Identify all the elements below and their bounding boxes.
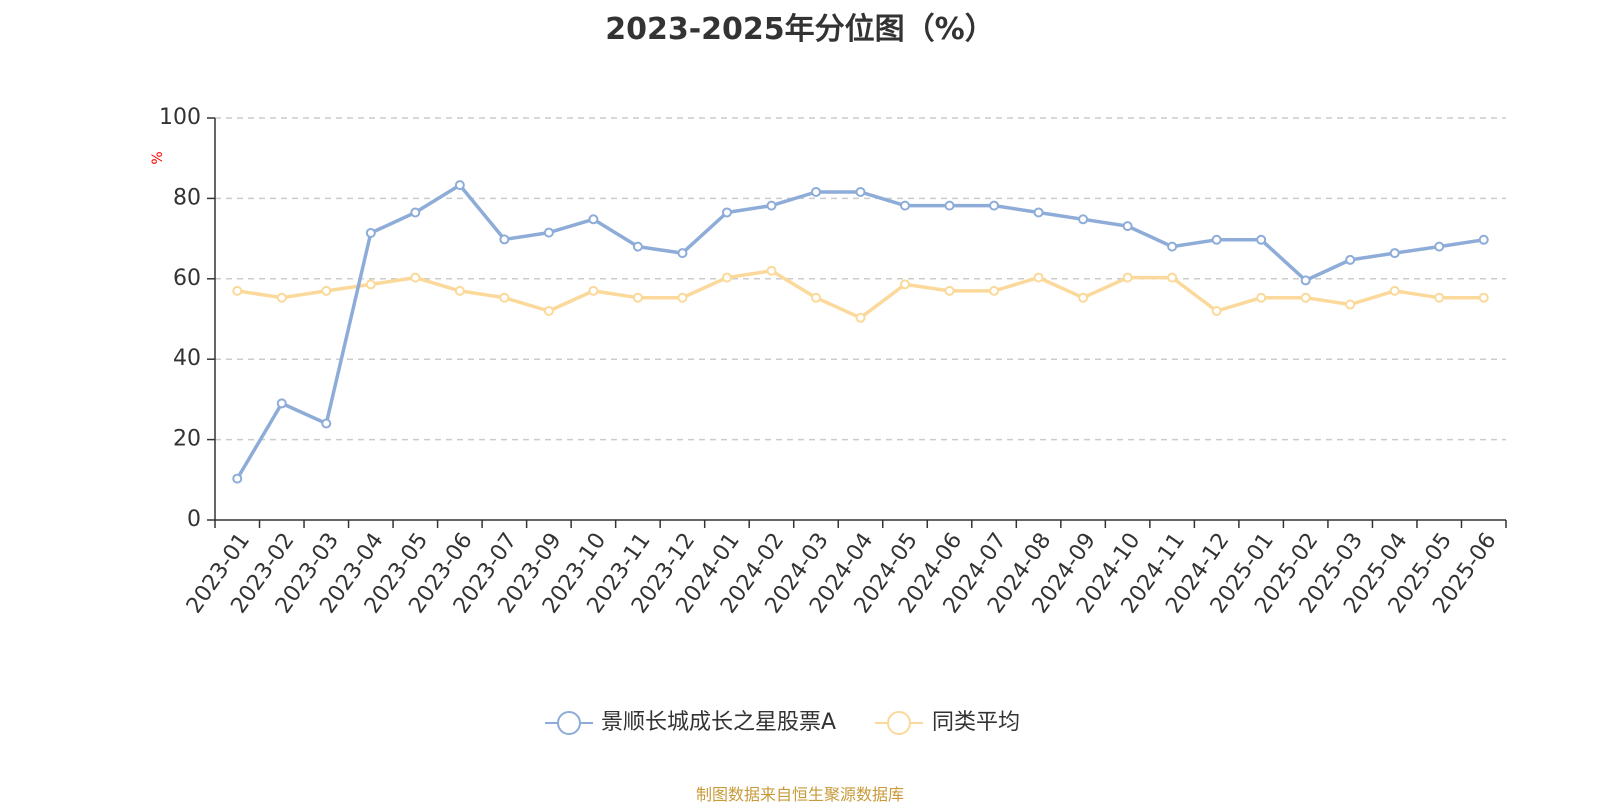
y-tick-label: 0 [187,507,201,532]
data-point [1300,292,1311,303]
data-point [1478,234,1489,245]
data-point [1167,272,1178,283]
series-line [235,183,1484,480]
data-point [1078,214,1089,225]
line-chart: 020406080100%2023-012023-022023-032023-0… [150,105,1507,735]
data-point [1256,234,1267,245]
data-point [454,285,465,296]
data-point [543,305,554,316]
data-point [855,186,866,197]
data-point [989,285,1000,296]
legend-marker [557,711,581,735]
data-point [1033,272,1044,283]
data-point [410,207,421,218]
data-point [1167,241,1178,252]
data-point [632,292,643,303]
y-tick-label: 100 [159,105,201,130]
data-point [588,285,599,296]
data-point [365,227,376,238]
data-point [1211,305,1222,316]
data-point [1478,292,1489,303]
data-point [276,292,287,303]
data-point [944,285,955,296]
data-point [810,186,821,197]
data-point [1345,254,1356,265]
y-tick-label: 20 [173,427,201,452]
source-note: 制图数据来自恒生聚源数据库 [695,785,904,804]
data-point [499,234,510,245]
data-point [677,248,688,259]
chart-title: 2023-2025年分位图（%） [605,12,995,47]
data-point [944,200,955,211]
data-point [1389,285,1400,296]
data-point [276,398,287,409]
data-point [766,200,777,211]
legend-label: 同类平均 [932,710,1020,735]
data-point [721,207,732,218]
data-point [410,272,421,283]
data-point [543,227,554,238]
data-point [1211,234,1222,245]
data-point [232,285,243,296]
y-tick-label: 60 [173,266,201,291]
data-point [588,214,599,225]
data-point [365,279,376,290]
data-point [677,292,688,303]
data-point [1434,241,1445,252]
data-point [1033,207,1044,218]
data-point [855,312,866,323]
data-point [1300,275,1311,286]
data-point [1389,248,1400,259]
data-point [900,279,911,290]
data-point [232,473,243,484]
data-point [1345,299,1356,310]
data-point [454,180,465,191]
data-point [721,272,732,283]
series-line [237,269,1484,320]
legend-label: 景顺长城成长之星股票A [601,710,836,735]
data-point [1122,272,1133,283]
data-point [321,285,332,296]
y-tick-label: 40 [173,346,201,371]
data-point [989,200,1000,211]
legend-marker [887,711,911,735]
data-point [1122,221,1133,232]
data-point [321,418,332,429]
data-point [1078,292,1089,303]
data-point [1434,292,1445,303]
y-tick-label: 80 [173,185,201,210]
data-point [1256,292,1267,303]
data-point [499,292,510,303]
data-point [900,200,911,211]
data-point [810,292,821,303]
y-axis-label: % [150,151,166,164]
data-point [766,265,777,276]
data-point [632,241,643,252]
